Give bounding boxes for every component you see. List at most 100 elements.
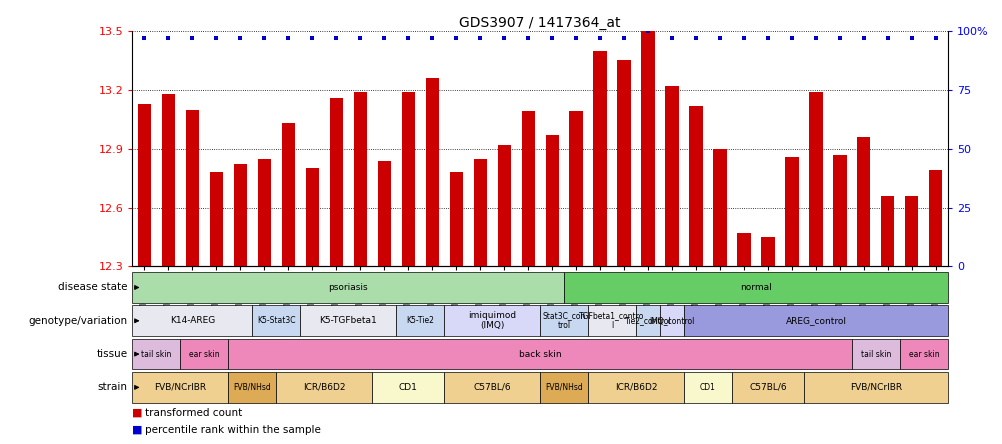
Bar [396,305,444,336]
Point [855,35,871,42]
Bar [905,196,918,266]
Bar [282,123,295,266]
Bar [809,92,822,266]
Text: tissue: tissue [96,349,127,359]
Point [472,35,488,42]
Text: K5-Stat3C: K5-Stat3C [257,316,296,325]
Text: ear skin: ear skin [188,349,219,359]
Bar [300,305,396,336]
Bar [132,272,563,303]
Bar [857,137,870,266]
Text: C57BL/6: C57BL/6 [748,383,786,392]
Bar [521,111,534,266]
Bar [132,339,180,369]
Text: K5-Tie2: K5-Tie2 [406,316,434,325]
Bar [761,237,774,266]
Bar [851,339,899,369]
Text: ■: ■ [132,408,142,418]
Point [567,35,583,42]
Text: FVB/NHsd: FVB/NHsd [545,383,582,392]
Bar [545,135,558,266]
Point [927,35,943,42]
Point [543,35,559,42]
Bar [132,372,228,403]
Text: IMQ_control: IMQ_control [648,316,694,325]
Bar [899,339,947,369]
Bar [881,196,894,266]
Point [160,35,176,42]
Bar [330,98,343,266]
Bar [569,111,582,266]
Bar [444,305,539,336]
Text: CD1: CD1 [699,383,715,392]
Bar [659,305,683,336]
Bar [587,372,683,403]
Bar [137,103,151,266]
Point [136,35,152,42]
Point [639,28,655,35]
Bar [180,339,228,369]
Bar [306,168,319,266]
Bar [736,233,749,266]
Text: genotype/variation: genotype/variation [28,316,127,326]
Text: ICR/B6D2: ICR/B6D2 [303,383,345,392]
Point [784,35,800,42]
Bar [253,305,300,336]
Point [496,35,512,42]
Point [184,35,200,42]
Bar [185,110,198,266]
Point [879,35,895,42]
Point [807,35,823,42]
Text: AREG_control: AREG_control [785,316,846,325]
Text: Stat3C_con
trol: Stat3C_con trol [542,311,585,330]
Bar [593,51,606,266]
Bar [804,372,947,403]
Point [711,35,727,42]
Bar [209,172,222,266]
Text: tail skin: tail skin [141,349,171,359]
Point [328,35,344,42]
Bar [425,78,438,266]
Bar [688,106,702,266]
Point [903,35,919,42]
Bar [539,372,587,403]
Point [760,35,776,42]
Bar [617,60,630,266]
Bar [712,149,725,266]
Bar [539,305,587,336]
Point [591,35,607,42]
Text: ICR/B6D2: ICR/B6D2 [614,383,656,392]
Bar [444,372,539,403]
Bar [563,272,947,303]
Bar [401,92,415,266]
Point [376,35,392,42]
Bar [354,92,367,266]
Bar [372,372,444,403]
Text: strain: strain [97,382,127,392]
Bar [258,159,271,266]
Point [735,35,752,42]
Bar [228,372,276,403]
Bar [635,305,659,336]
Point [663,35,679,42]
Bar [233,164,246,266]
Bar [683,305,947,336]
Bar [683,372,731,403]
Bar [228,339,851,369]
Point [232,35,248,42]
Text: normal: normal [739,283,772,292]
Bar [731,372,804,403]
Text: K14-AREG: K14-AREG [169,316,214,325]
Point [615,35,631,42]
Point [280,35,296,42]
Bar [132,305,253,336]
Bar [161,94,174,266]
Text: FVB/NCrIBR: FVB/NCrIBR [849,383,901,392]
Text: FVB/NCrIBR: FVB/NCrIBR [154,383,206,392]
Text: transformed count: transformed count [145,408,242,418]
Text: FVB/NHsd: FVB/NHsd [233,383,271,392]
Bar [276,372,372,403]
Point [424,35,440,42]
Point [400,35,416,42]
Text: disease state: disease state [58,282,127,293]
